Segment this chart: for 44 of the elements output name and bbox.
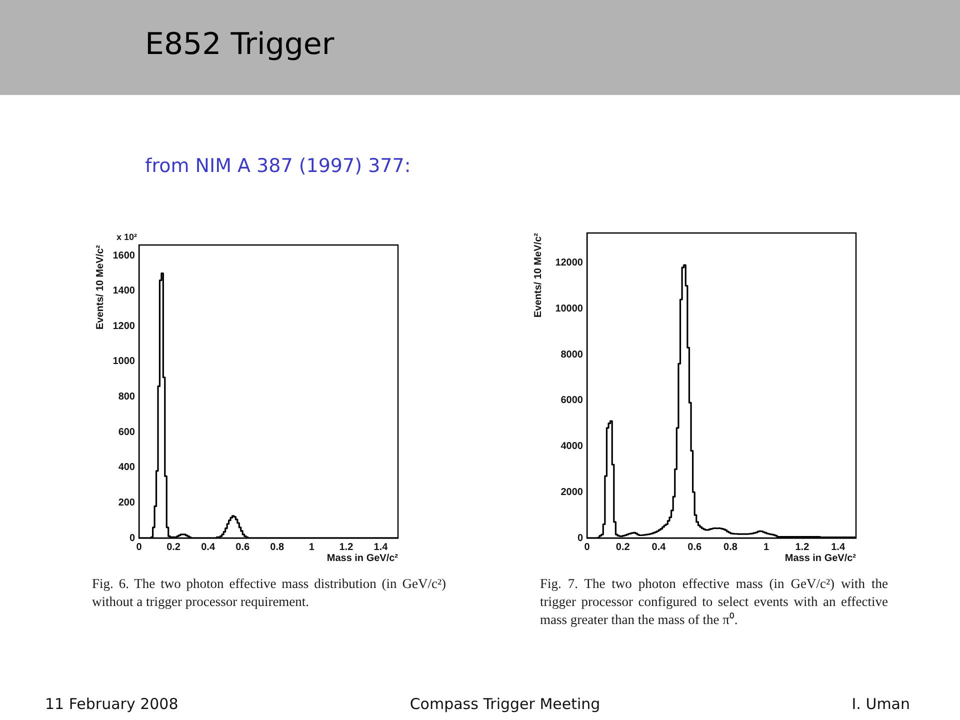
y-tick-label: 400 bbox=[118, 462, 136, 474]
x-tick-label: 1 bbox=[764, 542, 770, 553]
y-tick-label: 0 bbox=[129, 532, 136, 544]
y-tick-label: 1400 bbox=[112, 286, 136, 297]
chart-title: E852 Trigger bbox=[145, 27, 334, 62]
y-tick-label: 2000 bbox=[560, 486, 584, 498]
x-tick-label: 0.8 bbox=[270, 542, 285, 553]
x-axis-title: Mass in GeV/c² bbox=[784, 552, 857, 564]
y-tick-label: 600 bbox=[118, 426, 136, 438]
y-tick-label: 10000 bbox=[555, 303, 584, 314]
x-tick-label: 0.4 bbox=[201, 542, 216, 553]
x-tick-label: 1.4 bbox=[374, 542, 388, 553]
x-tick-label: 0.2 bbox=[616, 542, 630, 553]
x-tick-label: 1.2 bbox=[795, 542, 810, 553]
y-tick-label: 6000 bbox=[560, 395, 584, 406]
text: x 10² bbox=[116, 232, 137, 242]
y-tick-label: 1200 bbox=[112, 320, 136, 332]
y-tick-label: 8000 bbox=[560, 349, 584, 360]
y-axis-title: Events/ 10 MeV/c² bbox=[94, 244, 106, 330]
text: I. Uman bbox=[852, 695, 910, 713]
text: 11 February 2008 bbox=[45, 695, 178, 713]
y-tick-label: 200 bbox=[118, 497, 136, 508]
x-tick-label: 0.2 bbox=[166, 542, 181, 553]
caption: Fig. 6. The two photon effective mass distribution (in GeV/c²) without a trigger processor requirement. bbox=[92, 575, 446, 611]
caption: Fig. 7. The two photon effective mass (in GeV/c²) with the trigger processor configured to select events with an effective mass greater than the mass of the π⁰. bbox=[540, 575, 888, 629]
y-tick-label: 1000 bbox=[112, 356, 136, 368]
x-tick-label: 1 bbox=[308, 542, 315, 553]
x-tick-label: 1.4 bbox=[831, 542, 846, 553]
x-tick-label: 0.6 bbox=[688, 542, 702, 553]
text: Compass Trigger Meeting bbox=[410, 695, 600, 713]
x-tick-label: 0 bbox=[136, 542, 142, 553]
chart-subtitle: from NIM A 387 (1997) 377: bbox=[145, 155, 411, 177]
y-tick-label: 1600 bbox=[112, 250, 136, 262]
y-tick-label: 12000 bbox=[555, 258, 584, 269]
y-axis-title: Events/ 10 MeV/c² bbox=[532, 232, 544, 318]
x-tick-label: 1.2 bbox=[339, 542, 354, 553]
y-tick-label: 0 bbox=[577, 532, 584, 544]
x-tick-label: 0.4 bbox=[652, 542, 666, 553]
y-tick-label: 800 bbox=[118, 392, 136, 403]
x-tick-label: 0 bbox=[584, 542, 590, 553]
x-tick-label: 0.6 bbox=[236, 542, 250, 553]
x-axis-title: Mass in GeV/c² bbox=[326, 552, 399, 564]
y-tick-label: 4000 bbox=[560, 441, 584, 452]
x-tick-label: 0.8 bbox=[724, 542, 738, 553]
